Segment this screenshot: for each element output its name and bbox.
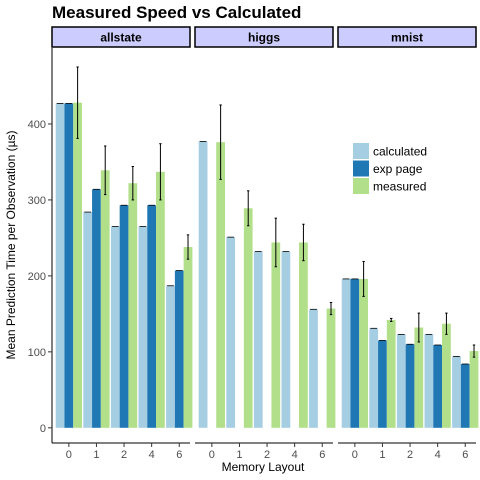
- bar-allstate-measured-1: [100, 170, 110, 428]
- bar-allstate-exp_page-0: [64, 103, 74, 428]
- bar-allstate-calculated-2: [110, 226, 120, 428]
- legend-label-measured: measured: [373, 180, 426, 194]
- panel-allstate: allstate 0 1 2 4 6: [51, 26, 193, 461]
- x-tick-label-higgs-6: 6: [319, 449, 325, 461]
- bar-mnist-exp_page-2: [405, 344, 415, 428]
- y-tick-label-400: 400: [28, 119, 46, 131]
- legend: calculated exp page measured: [353, 143, 427, 194]
- x-tick-label-mnist-1: 1: [379, 449, 385, 461]
- chart-title: Measured Speed vs Calculated: [52, 3, 301, 22]
- y-tick-label-300: 300: [28, 195, 46, 207]
- bar-allstate-exp_page-1: [92, 189, 101, 428]
- strip-allstate: [51, 26, 191, 48]
- strip-label-mnist: mnist: [391, 31, 423, 45]
- bar-mnist-calculated-6: [452, 356, 461, 428]
- bar-allstate-calculated-1: [83, 212, 93, 428]
- bar-mnist-exp_page-4: [433, 345, 443, 428]
- bar-mnist-exp_page-6: [460, 364, 470, 428]
- bar-mnist-measured-0: [359, 278, 368, 428]
- strip-mnist: [337, 26, 477, 48]
- bar-higgs-measured-2: [271, 242, 281, 428]
- bar-allstate-measured-2: [128, 183, 138, 428]
- bar-higgs-calculated-2: [253, 251, 263, 428]
- y-axis: 0 100 200 300 400: [28, 48, 53, 443]
- x-tick-label-mnist-4: 4: [435, 449, 441, 461]
- x-tick-label-mnist-2: 2: [407, 449, 413, 461]
- strip-label-allstate: allstate: [100, 31, 142, 45]
- bar-higgs-calculated-4: [281, 251, 291, 428]
- x-tick-label-allstate-2: 2: [121, 449, 127, 461]
- x-tick-label-allstate-1: 1: [93, 449, 99, 461]
- bar-mnist-exp_page-0: [350, 278, 360, 428]
- x-tick-label-mnist-0: 0: [352, 449, 358, 461]
- x-tick-label-higgs-4: 4: [292, 449, 298, 461]
- x-tick-label-mnist-6: 6: [462, 449, 468, 461]
- x-tick-label-higgs-1: 1: [236, 449, 242, 461]
- x-tick-label-allstate-4: 4: [149, 449, 155, 461]
- x-tick-label-higgs-2: 2: [264, 449, 270, 461]
- y-tick-label-100: 100: [28, 347, 46, 359]
- bar-mnist-calculated-4: [424, 334, 434, 428]
- bar-allstate-calculated-4: [138, 226, 148, 428]
- bar-allstate-exp_page-6: [174, 270, 184, 428]
- x-tick-label-allstate-0: 0: [66, 449, 72, 461]
- bar-allstate-exp_page-2: [119, 205, 129, 428]
- bar-mnist-exp_page-1: [378, 340, 387, 428]
- bar-higgs-measured-4: [299, 242, 308, 428]
- y-tick-label-0: 0: [40, 423, 46, 435]
- bar-allstate-exp_page-4: [147, 205, 157, 428]
- bar-mnist-measured-1: [386, 319, 396, 428]
- bar-allstate-measured-0: [73, 102, 82, 428]
- bar-allstate-measured-4: [156, 171, 165, 428]
- bar-allstate-calculated-0: [55, 103, 65, 428]
- strip-label-higgs: higgs: [248, 31, 280, 45]
- bar-higgs-calculated-0: [198, 141, 208, 428]
- y-tick-label-200: 200: [28, 271, 46, 283]
- bar-mnist-measured-6: [469, 351, 479, 428]
- x-tick-label-higgs-0: 0: [209, 449, 215, 461]
- bar-mnist-calculated-0: [341, 278, 351, 428]
- x-axis-label: Memory Layout: [222, 460, 305, 474]
- x-tick-label-allstate-6: 6: [176, 449, 182, 461]
- bar-higgs-measured-6: [326, 308, 336, 428]
- legend-label-calculated: calculated: [373, 145, 427, 159]
- bar-mnist-measured-2: [414, 327, 424, 428]
- bar-mnist-measured-4: [442, 323, 451, 428]
- bar-higgs-calculated-6: [309, 309, 318, 428]
- legend-key-exp-page: [353, 160, 369, 177]
- bar-allstate-calculated-6: [166, 285, 175, 428]
- legend-label-exp-page: exp page: [373, 162, 423, 176]
- y-axis-label: Mean Prediction Time per Observation (µs…: [4, 130, 18, 359]
- panel-mnist: mnist 0 1 2 4 6: [337, 26, 479, 461]
- bar-higgs-calculated-1: [226, 237, 236, 428]
- legend-key-calculated: [353, 143, 369, 159]
- chart-panels: allstate 0 1 2 4 6 higgs 0 1 2 4 6 mnist 0 1 2 4 6: [51, 26, 479, 461]
- strip-higgs: [194, 26, 334, 48]
- legend-key-measured: [353, 178, 369, 194]
- panel-higgs: higgs 0 1 2 4 6: [194, 26, 336, 461]
- bar-higgs-measured-1: [243, 208, 253, 428]
- bar-mnist-calculated-2: [396, 334, 406, 428]
- bar-allstate-measured-6: [183, 247, 193, 428]
- bar-mnist-calculated-1: [369, 328, 379, 428]
- bar-higgs-measured-0: [216, 142, 225, 428]
